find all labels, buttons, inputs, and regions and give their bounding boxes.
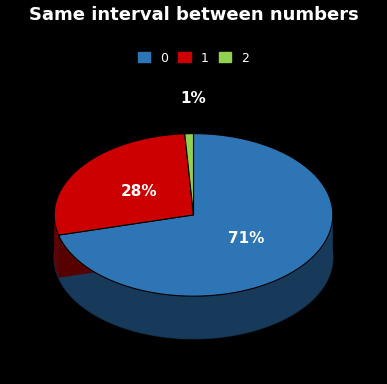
Polygon shape xyxy=(58,134,333,296)
Legend: 0, 1, 2: 0, 1, 2 xyxy=(133,46,254,70)
Polygon shape xyxy=(58,215,194,278)
Polygon shape xyxy=(54,176,333,339)
Polygon shape xyxy=(185,134,194,215)
Polygon shape xyxy=(58,215,194,278)
Text: 28%: 28% xyxy=(121,184,158,199)
Polygon shape xyxy=(54,134,194,235)
Text: Same interval between numbers: Same interval between numbers xyxy=(29,6,358,24)
Polygon shape xyxy=(58,216,333,339)
Text: 1%: 1% xyxy=(180,91,206,106)
Text: 71%: 71% xyxy=(228,231,265,246)
Polygon shape xyxy=(54,215,58,278)
